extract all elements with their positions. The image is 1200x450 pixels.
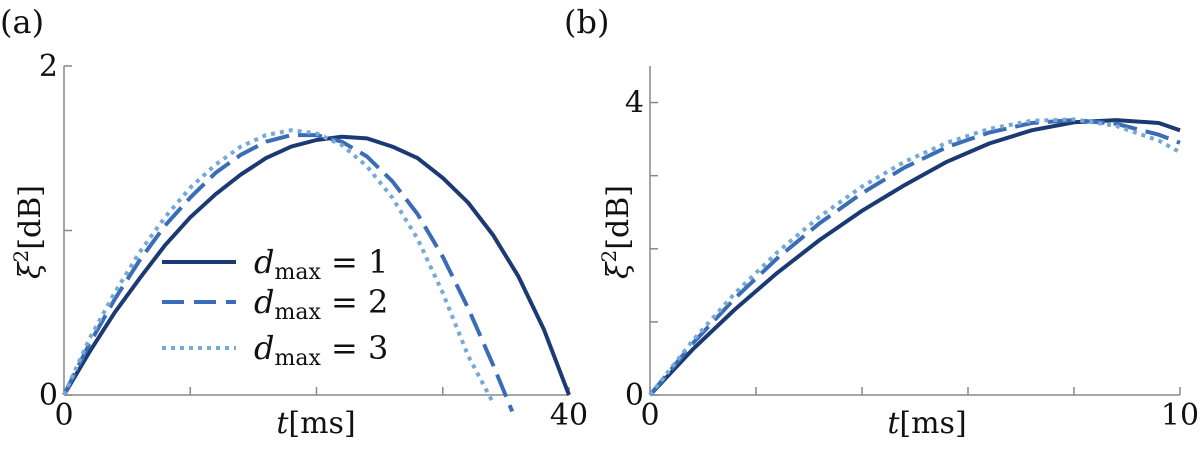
legend-entry-1-sub: max — [274, 260, 321, 285]
panel-b-ylabel: ξ2[dB] — [597, 185, 636, 279]
panel-a-axes: 0 40 0 2 — [39, 49, 588, 433]
series-line-3 — [62, 128, 496, 405]
panel-b-ylabel-unit: [dB] — [601, 185, 636, 250]
y-tick-label: 4 — [625, 86, 644, 121]
series-line-2 — [62, 133, 515, 413]
legend-entry-3-var: d — [254, 329, 274, 367]
panel-b-letter: (b) — [564, 3, 609, 41]
panel-b-xlabel: t[ms] — [887, 406, 966, 441]
y-tick-label: 0 — [625, 378, 644, 413]
legend-entry-2-sub: max — [274, 300, 321, 325]
x-tick-label: 10 — [1161, 398, 1199, 433]
panel-a-letter: (a) — [0, 3, 44, 41]
series-line-3 — [648, 117, 1181, 397]
y-tick-label: 0 — [39, 378, 58, 413]
series-line-1 — [648, 118, 1181, 397]
legend-entry-1-var: d — [254, 243, 274, 281]
panel-a-ylabel-var: ξ — [13, 261, 48, 279]
y-tick-label: 2 — [39, 49, 58, 84]
panel-b-series — [648, 117, 1181, 397]
x-tick-label: 40 — [550, 398, 588, 433]
legend-entry-2-eq: = 2 — [321, 283, 389, 321]
panel-a-xlabel-var: t — [276, 406, 289, 441]
panel-a-xlabel: t[ms] — [276, 406, 355, 441]
panel-b-axes: 0 10 0 4 — [625, 66, 1199, 433]
panel-a-ylabel-sup: 2 — [9, 250, 33, 263]
legend-entry-3-sub: max — [274, 346, 321, 371]
x-tick-label: 0 — [54, 398, 73, 433]
legend-entry-2-var: d — [254, 283, 274, 321]
panel-b-ylabel-sup: 2 — [597, 250, 621, 263]
panel-b-xlabel-unit: [ms] — [899, 406, 966, 441]
legend-entry-1: dmax = 1 — [254, 243, 388, 285]
legend-entry-3-eq: = 3 — [321, 329, 389, 367]
series-line-2 — [648, 118, 1181, 397]
panel-a-series — [62, 128, 571, 413]
panel-b-ylabel-var: ξ — [601, 261, 636, 279]
panel-b-xlabel-var: t — [887, 406, 900, 441]
legend-entry-3: dmax = 3 — [254, 329, 388, 371]
x-tick-label: 0 — [640, 398, 659, 433]
series-line-1 — [62, 134, 571, 397]
panel-a-xlabel-unit: [ms] — [288, 406, 355, 441]
panel-a-ylabel: ξ2[dB] — [9, 185, 48, 279]
panel-b: (b) 0 10 0 4 t[ms] ξ2[dB] — [564, 3, 1199, 441]
panel-a-ylabel-unit: [dB] — [13, 185, 48, 250]
legend-entry-2: dmax = 2 — [254, 283, 388, 325]
legend: dmax = 1 dmax = 2 dmax = 3 — [162, 243, 388, 371]
legend-entry-1-eq: = 1 — [321, 243, 389, 281]
